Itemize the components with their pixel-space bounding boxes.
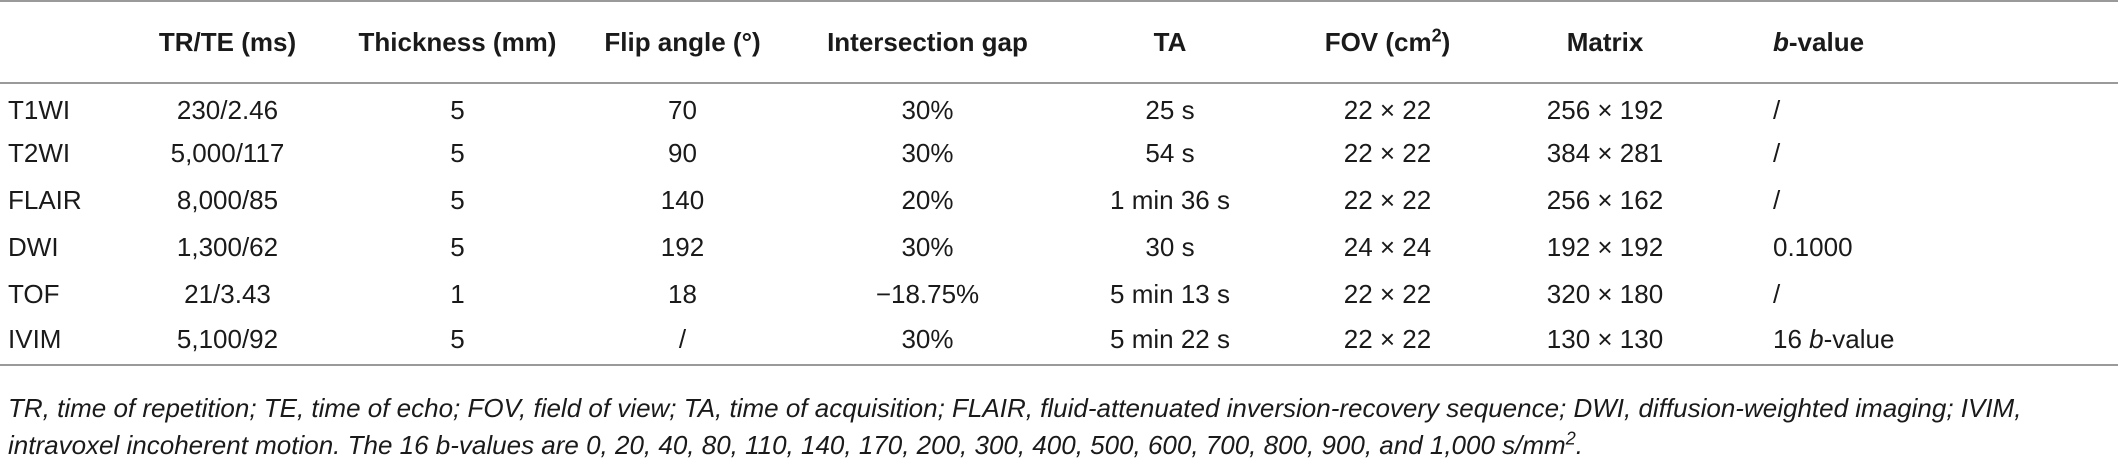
cell-b-value: 16 b-value	[1773, 323, 1895, 354]
cell-thickness: 5	[450, 185, 465, 215]
cell-tr-te: 5,100/92	[176, 323, 279, 354]
acquisition-parameters-table-container: TR/TE (ms) Thickness (mm) Flip angle (°)…	[0, 1, 2118, 365]
cell-thickness: 1	[450, 279, 465, 309]
cell-matrix: 256 × 192	[1546, 94, 1664, 125]
cell-intersection-gap: 30%	[901, 323, 954, 354]
cell-b-value: 0.1000	[1773, 232, 1853, 262]
header-ta: TA	[1153, 26, 1187, 57]
header-tr-te: TR/TE (ms)	[158, 26, 297, 57]
cell-tr-te: 1,300/62	[176, 232, 279, 262]
cell-intersection-gap: 20%	[901, 185, 954, 215]
cell-flip-angle: 192	[660, 232, 705, 262]
cell-fov: 22 × 22	[1343, 94, 1432, 125]
cell-sequence: T1WI	[8, 94, 71, 125]
cell-b-value: /	[1773, 138, 1781, 168]
header-intersection-gap: Intersection gap	[827, 26, 1028, 57]
table-row: IVIM 5,100/92 5 / 30% 5 min 22 s 22 × 22 130 × …	[0, 318, 2118, 365]
cell-ta: 25 s	[1145, 94, 1195, 125]
header-matrix: Matrix	[1566, 26, 1644, 57]
cell-sequence: IVIM	[8, 323, 62, 354]
cell-intersection-gap: −18.75%	[875, 279, 980, 309]
cell-sequence: DWI	[8, 232, 59, 262]
header-fov: FOV (cm2)	[1324, 24, 1451, 57]
cell-thickness: 5	[450, 232, 465, 262]
header-thickness: Thickness (mm)	[358, 26, 557, 57]
cell-b-value: /	[1773, 185, 1781, 215]
cell-thickness: 5	[450, 323, 465, 354]
cell-ta: 1 min 36 s	[1110, 185, 1230, 215]
cell-matrix: 320 × 180	[1546, 279, 1664, 309]
cell-tr-te: 21/3.43	[184, 279, 271, 309]
cell-ta: 5 min 22 s	[1110, 323, 1230, 354]
cell-fov: 22 × 22	[1343, 138, 1432, 168]
header-flip-angle: Flip angle (°)	[604, 26, 761, 57]
table-row: DWI 1,300/62 5 192 30% 30 s 24 × 24 192 × 192 0.…	[0, 224, 2118, 271]
cell-sequence: TOF	[8, 279, 60, 309]
cell-ta: 5 min 13 s	[1110, 279, 1230, 309]
cell-matrix: 192 × 192	[1546, 232, 1664, 262]
cell-flip-angle: 18	[668, 279, 697, 309]
cell-flip-angle: 140	[660, 185, 705, 215]
table-footnote: TR, time of repetition; TE, time of echo…	[8, 393, 2022, 460]
table-row: TOF 21/3.43 1 18 −18.75% 5 min 13 s 22 × 22 320…	[0, 271, 2118, 318]
cell-flip-angle: 90	[668, 138, 697, 168]
cell-tr-te: 5,000/117	[170, 138, 285, 168]
cell-intersection-gap: 30%	[901, 232, 954, 262]
cell-fov: 24 × 24	[1343, 232, 1432, 262]
cell-b-value: /	[1773, 279, 1781, 309]
cell-sequence: T2WI	[8, 138, 71, 168]
cell-matrix: 256 × 162	[1546, 185, 1664, 215]
cell-ta: 54 s	[1145, 138, 1195, 168]
table-body: T1WI 230/2.46 5 70 30% 25 s 22 × 22 256 × 192/T…	[0, 83, 2118, 365]
header-row: TR/TE (ms) Thickness (mm) Flip angle (°)…	[0, 1, 2118, 83]
table-row: FLAIR 8,000/85 5 140 20% 1 min 36 s 22 × 22 256…	[0, 177, 2118, 224]
cell-flip-angle: 70	[668, 94, 697, 125]
cell-tr-te: 230/2.46	[176, 94, 279, 125]
cell-intersection-gap: 30%	[901, 94, 954, 125]
cell-ta: 30 s	[1145, 232, 1195, 262]
table-row: T1WI 230/2.46 5 70 30% 25 s 22 × 22 256 × 192 /	[0, 83, 2118, 130]
cell-fov: 22 × 22	[1343, 279, 1432, 309]
header-b-value: b-value	[1773, 26, 1865, 57]
cell-thickness: 5	[450, 138, 465, 168]
cell-intersection-gap: 30%	[901, 138, 954, 168]
header-sequence	[0, 1, 110, 83]
cell-flip-angle: /	[678, 323, 687, 354]
table-row: T2WI 5,000/117 5 90 30% 54 s 22 × 22 384 × 281 /	[0, 130, 2118, 177]
cell-thickness: 5	[450, 94, 465, 125]
cell-matrix: 130 × 130	[1546, 323, 1664, 354]
cell-matrix: 384 × 281	[1546, 138, 1664, 168]
cell-b-value: /	[1773, 94, 1781, 125]
cell-tr-te: 8,000/85	[176, 185, 279, 215]
acquisition-parameters-table: TR/TE (ms) Thickness (mm) Flip angle (°)…	[0, 1, 2118, 365]
cell-fov: 22 × 22	[1343, 323, 1432, 354]
cell-fov: 22 × 22	[1343, 185, 1432, 215]
cell-sequence: FLAIR	[8, 185, 82, 215]
